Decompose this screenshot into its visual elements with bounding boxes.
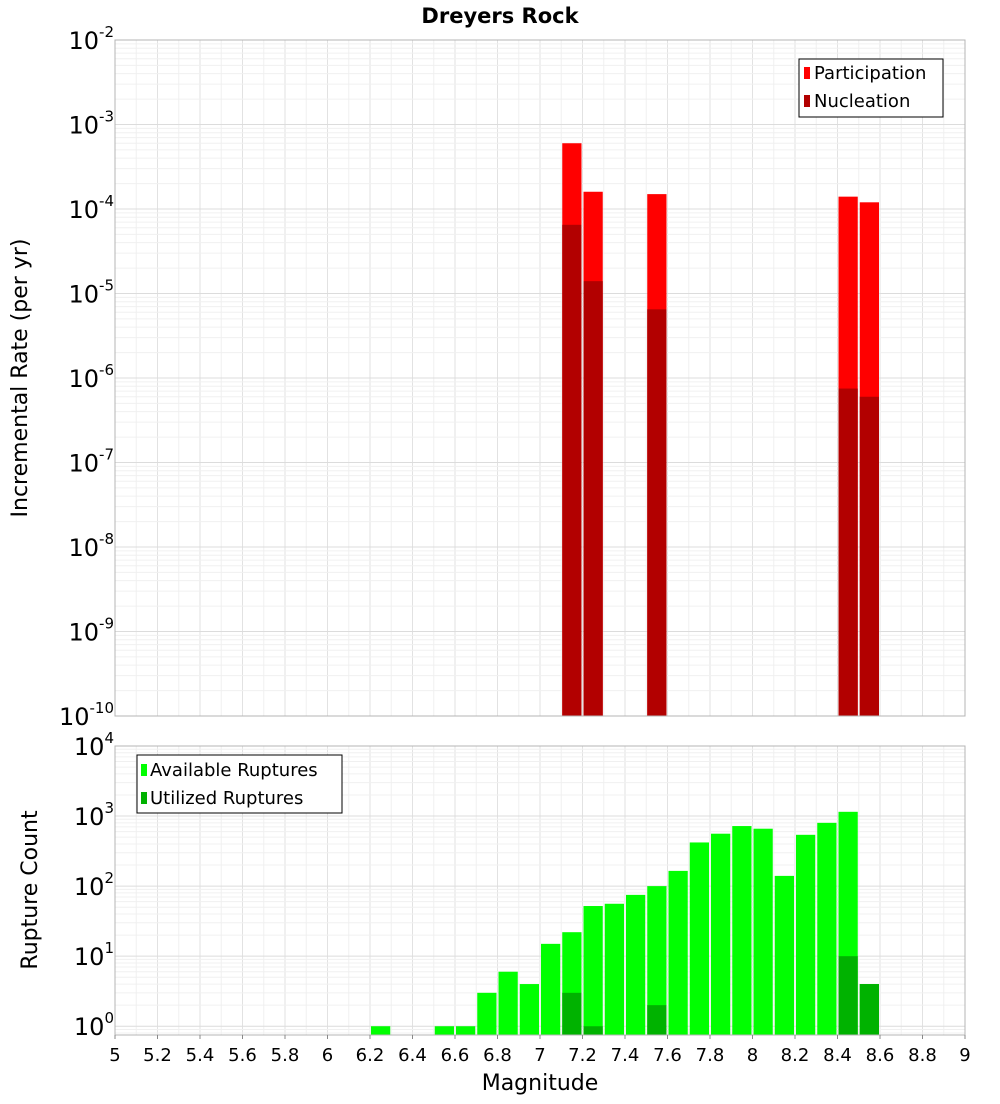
bottom-bar-available-ruptures	[477, 992, 497, 1035]
y-tick-label: 10-8	[68, 530, 114, 562]
top-plot-grid	[114, 39, 966, 717]
x-tick-label: 8.4	[823, 1045, 852, 1066]
x-tick-label: 7	[534, 1045, 545, 1066]
bottom-y-axis-label: Rupture Count	[18, 810, 43, 970]
top-legend: Participation Nucleation	[798, 58, 944, 118]
bottom-bar-available-ruptures	[498, 971, 518, 1035]
x-tick-label: 6.4	[398, 1045, 427, 1066]
y-tick-label: 10-7	[68, 446, 114, 478]
bottom-bar-available-ruptures	[817, 822, 837, 1035]
bottom-bar-available-ruptures	[604, 903, 624, 1035]
top-bar-nucleation	[647, 309, 667, 716]
y-tick-label: 101	[74, 939, 114, 971]
x-tick-label: 6.6	[441, 1045, 470, 1066]
x-tick-label: 5	[109, 1045, 120, 1066]
bottom-bar-utilized-ruptures	[859, 984, 879, 1035]
x-tick-label: 9	[959, 1045, 970, 1066]
legend-label-utilized: Utilized Ruptures	[150, 788, 303, 809]
y-tick-label: 102	[74, 869, 114, 901]
x-tick-label: 7.4	[611, 1045, 640, 1066]
y-tick-label: 104	[74, 729, 114, 761]
x-tick-label: 5.2	[143, 1045, 172, 1066]
y-tick-label: 10-3	[68, 108, 114, 140]
y-tick-label: 10-2	[68, 23, 114, 55]
bottom-bar-available-ruptures	[732, 826, 752, 1035]
x-tick-label: 6	[322, 1045, 333, 1066]
y-tick-label: 10-5	[68, 277, 114, 309]
chart-title: Dreyers Rock	[421, 4, 579, 28]
y-tick-label: 10-10	[59, 699, 114, 731]
y-tick-label: 10-4	[68, 192, 114, 224]
bottom-bar-available-ruptures	[371, 1026, 391, 1035]
bottom-bar-available-ruptures	[774, 875, 794, 1035]
y-tick-label: 10-9	[68, 615, 114, 647]
bottom-bar-available-ruptures	[456, 1026, 476, 1035]
bottom-bar-utilized-ruptures	[562, 992, 582, 1035]
bottom-bar-utilized-ruptures	[583, 1026, 603, 1035]
x-tick-label: 6.8	[483, 1045, 512, 1066]
bottom-bar-available-ruptures	[711, 833, 731, 1035]
bottom-bar-available-ruptures	[541, 943, 561, 1035]
bottom-bar-available-ruptures	[753, 828, 773, 1035]
top-bar-nucleation	[838, 388, 858, 716]
x-tick-label: 5.4	[186, 1045, 215, 1066]
legend-swatch-participation	[804, 67, 810, 79]
x-tick-label: 7.8	[696, 1045, 725, 1066]
bottom-bar-available-ruptures	[434, 1026, 454, 1035]
bottom-bar-available-ruptures	[583, 906, 603, 1035]
legend-label-participation: Participation	[814, 63, 926, 84]
top-legend-box	[798, 58, 944, 118]
bottom-bar-utilized-ruptures	[647, 1005, 667, 1035]
x-tick-label: 7.2	[568, 1045, 597, 1066]
bottom-bar-available-ruptures	[647, 886, 667, 1035]
x-tick-label: 8	[747, 1045, 758, 1066]
top-bar-nucleation	[583, 281, 603, 716]
bottom-bar-available-ruptures	[689, 842, 709, 1035]
x-tick-label: 8.8	[908, 1045, 937, 1066]
x-axis-label: Magnitude	[482, 1071, 599, 1096]
top-plot-bars	[562, 143, 879, 717]
x-tick-label: 8.2	[781, 1045, 810, 1066]
x-tick-label: 8.6	[866, 1045, 895, 1066]
top-y-axis-label: Incremental Rate (per yr)	[8, 239, 33, 518]
bottom-bar-utilized-ruptures	[838, 956, 858, 1035]
bottom-bar-available-ruptures	[668, 870, 688, 1035]
legend-label-available: Available Ruptures	[150, 760, 318, 781]
top-plot-frame	[114, 39, 966, 717]
legend-swatch-utilized	[141, 792, 147, 804]
x-tick-label: 5.8	[271, 1045, 300, 1066]
x-tick-label: 7.6	[653, 1045, 682, 1066]
bottom-y-tick-labels: 100 101 102 103 104	[74, 729, 114, 1041]
bottom-bar-available-ruptures	[796, 834, 816, 1035]
legend-swatch-nucleation	[804, 95, 810, 107]
y-tick-label: 100	[74, 1009, 114, 1041]
bottom-plot-bars	[371, 811, 879, 1035]
legend-label-nucleation: Nucleation	[814, 91, 910, 112]
y-tick-label: 103	[74, 799, 114, 831]
bottom-bar-available-ruptures	[519, 984, 539, 1035]
bottom-legend: Available Ruptures Utilized Ruptures	[136, 754, 343, 814]
y-tick-label: 10-6	[68, 361, 114, 393]
top-bar-nucleation	[562, 224, 582, 716]
bottom-bar-available-ruptures	[626, 894, 646, 1035]
top-y-tick-labels: 10-10 10-9 10-8 10-7 10-6 10-5 10-4 10-3 10-2	[59, 23, 114, 731]
x-tick-label: 6.2	[356, 1045, 385, 1066]
legend-swatch-available	[141, 764, 147, 776]
top-bar-nucleation	[859, 396, 879, 716]
bottom-x-tick-labels: 5 5.2 5.4 5.6 5.8 6 6.2 6.4 6.6 6.8 7 7.2 7.4 7.6 7.8 8…	[109, 1035, 971, 1066]
x-tick-label: 5.6	[228, 1045, 257, 1066]
bottom-legend-box	[136, 754, 343, 814]
